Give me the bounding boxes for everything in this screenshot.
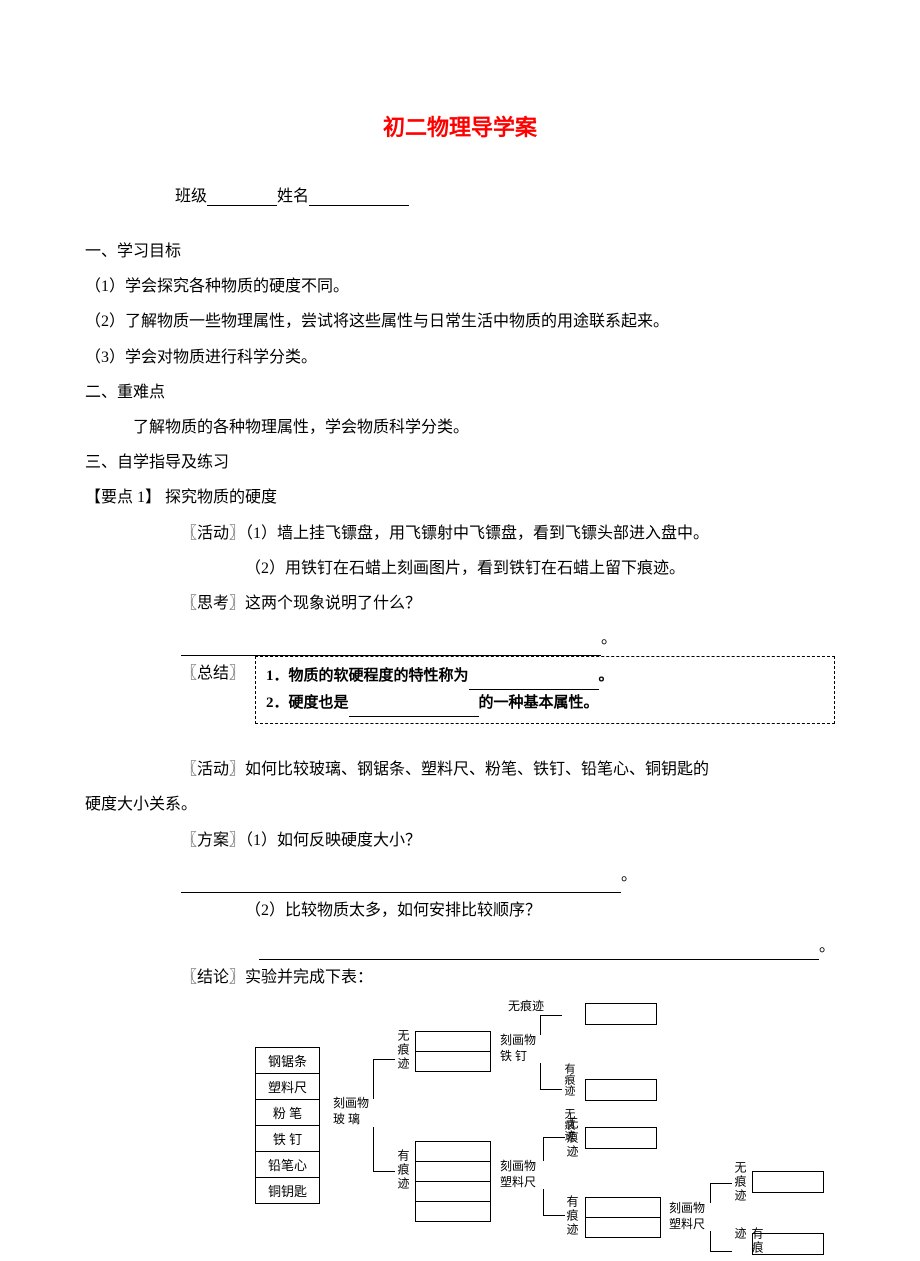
sec2-heading: 二、重难点 (85, 375, 835, 410)
decision-diagram: 钢锯条 塑料尺 粉 笔 铁 钉 铅笔心 铜钥匙 刻画物 玻 璃 无痕迹 有痕迹 … (255, 1001, 815, 1261)
line-up-3 (710, 1183, 711, 1203)
carve-glass: 刻画物 玻 璃 (333, 1096, 369, 1127)
plan-line1: 〖方案〗（1）如何反映硬度大小？ 。 (85, 823, 835, 893)
item-5: 铜钥匙 (256, 1177, 320, 1203)
no-trace-3: 无痕迹 (732, 1161, 749, 1203)
sum1a: 1．物质的软硬程度的特性称为 (266, 668, 469, 684)
line-h-2d (543, 1215, 565, 1216)
name-label: 姓名 (277, 188, 309, 205)
carve-plastic-2: 刻画物 塑料尺 (669, 1201, 705, 1232)
carve-lbl-1: 刻画物 (333, 1096, 369, 1110)
activity2-line1: 〖活动〗如何比较玻璃、钢锯条、塑料尺、粉笔、铁钉、铅笔心、铜钥匙的 (85, 752, 835, 787)
activity2-line2: 硬度大小关系。 (85, 787, 835, 822)
item-3: 铁 钉 (256, 1125, 320, 1151)
conclusion-label: 〖结论〗实验并完成下表： (85, 960, 835, 995)
result-box-2b[interactable] (585, 1079, 657, 1101)
plastic-lbl-1: 塑料尺 (500, 1175, 536, 1189)
carve-lbl-3: 刻画物 (500, 1159, 536, 1173)
line-h-1a (373, 1059, 395, 1060)
point1: 【要点 1】 探究物质的硬度 (85, 480, 835, 515)
carve-lbl-2: 刻画物 (500, 1033, 536, 1047)
period3: 。 (819, 938, 835, 955)
line-down-2a (540, 1063, 541, 1089)
class-label: 班级 (175, 188, 207, 205)
sec3-heading: 三、自学指导及练习 (85, 445, 835, 480)
result-box-2c[interactable] (585, 1127, 657, 1149)
line-h-2b (540, 1089, 562, 1090)
plan2-blank-row: 。 (85, 934, 835, 960)
no-trace-1: 无痕迹 (395, 1029, 412, 1071)
no-trace-2a: 无痕迹 (508, 997, 544, 1014)
name-blank[interactable] (309, 190, 409, 206)
plan-label-a: 〖方案〗（1）如何反映硬度大小？ (181, 832, 421, 849)
think-line: 〖思考〗这两个现象说明了什么？ 。 (85, 586, 835, 656)
line-h-1b (373, 1171, 395, 1172)
summary-line2: 2．硬度也是 的一种基本属性。 (266, 690, 824, 717)
line-h-2a (540, 1015, 562, 1016)
has-trace-2b: 有痕迹 (564, 1195, 581, 1237)
summary-box: 1．物质的软硬程度的特性称为 。 2．硬度也是 的一种基本属性。 (255, 656, 835, 724)
result-box-3b[interactable] (752, 1233, 824, 1255)
glass-lbl: 玻 璃 (333, 1112, 360, 1126)
item-2: 粉 笔 (256, 1099, 320, 1125)
sum2-blank[interactable] (349, 703, 479, 717)
has-trace-1: 有痕迹 (395, 1149, 412, 1191)
line-h-3b (710, 1251, 732, 1252)
diagram-container: 钢锯条 塑料尺 粉 笔 铁 钉 铅笔心 铜钥匙 刻画物 玻 璃 无痕迹 有痕迹 … (85, 1001, 835, 1261)
sec1-p2: （2）了解物质一些物理属性，尝试将这些属性与日常生活中物质的用途联系起来。 (85, 304, 835, 339)
iron-lbl: 铁 钉 (500, 1049, 527, 1063)
carve-plastic: 刻画物 塑料尺 (500, 1159, 536, 1190)
sum1b: 。 (599, 668, 614, 684)
sum1-blank[interactable] (469, 676, 599, 690)
content-body: 一、学习目标 （1）学会探究各种物质的硬度不同。 （2）了解物质一些物理属性，尝… (85, 234, 835, 995)
title-text: 初二物理导学案 (383, 115, 537, 140)
line-up-1 (373, 1059, 374, 1099)
period1: 。 (601, 630, 617, 647)
summary-row: 〖总结〗 1．物质的软硬程度的特性称为 。 2．硬度也是 的一种基本属性。 (85, 656, 835, 724)
summary-label: 〖总结〗 (181, 656, 245, 691)
sum2a: 2．硬度也是 (266, 695, 349, 711)
item-1: 塑料尺 (256, 1073, 320, 1099)
page-title: 初二物理导学案 (85, 110, 835, 142)
student-info-line: 班级 姓名 (85, 182, 835, 206)
sec1-p1: （1）学会探究各种物质的硬度不同。 (85, 269, 835, 304)
line-up-2a (540, 1015, 541, 1035)
item-4: 铅笔心 (256, 1151, 320, 1177)
line-down-3 (710, 1231, 711, 1251)
summary-line1: 1．物质的软硬程度的特性称为 。 (266, 663, 824, 690)
result-box-1-bottom[interactable] (415, 1141, 491, 1222)
period2: 。 (621, 867, 637, 884)
activity1-line1: 〖活动〗（1）墙上挂飞镖盘，用飞镖射中飞镖盘，看到飞镖头部进入盘中。 (85, 516, 835, 551)
line-down-1 (373, 1127, 374, 1171)
plan1-blank[interactable] (181, 877, 621, 893)
sec2-p1: 了解物质的各种物理属性，学会物质科学分类。 (85, 410, 835, 445)
result-box-2a[interactable] (585, 1003, 657, 1025)
result-box-2d[interactable] (585, 1197, 661, 1238)
result-box-1-top[interactable] (415, 1031, 491, 1072)
think-label: 〖思考〗这两个现象说明了什么？ (181, 595, 421, 612)
plan-line2: （2）比较物质太多，如何安排比较顺序？ (85, 893, 835, 928)
line-down-2b (543, 1189, 544, 1215)
carve-iron: 刻画物 铁 钉 (500, 1033, 536, 1064)
plastic-lbl-2: 塑料尺 (669, 1217, 705, 1231)
result-box-3a[interactable] (752, 1171, 824, 1193)
class-blank[interactable] (207, 190, 277, 206)
line-h-3a (710, 1183, 732, 1184)
carve-lbl-4: 刻画物 (669, 1201, 705, 1215)
materials-table: 钢锯条 塑料尺 粉 笔 铁 钉 铅笔心 铜钥匙 (255, 1047, 320, 1204)
activity1-line2: （2）用铁钉在石蜡上刻画图片，看到铁钉在石蜡上留下痕迹。 (85, 551, 835, 586)
sec1-p3: （3）学会对物质进行科学分类。 (85, 340, 835, 375)
line-up-2b (543, 1137, 544, 1161)
sec1-heading: 一、学习目标 (85, 234, 835, 269)
no-trace-2b: 无痕迹 (564, 1117, 581, 1159)
item-0: 钢锯条 (256, 1047, 320, 1073)
sum2b: 的一种基本属性。 (479, 695, 599, 711)
plan2-blank[interactable] (259, 944, 819, 960)
think-blank[interactable] (181, 640, 601, 656)
line-h-2c (543, 1137, 565, 1138)
